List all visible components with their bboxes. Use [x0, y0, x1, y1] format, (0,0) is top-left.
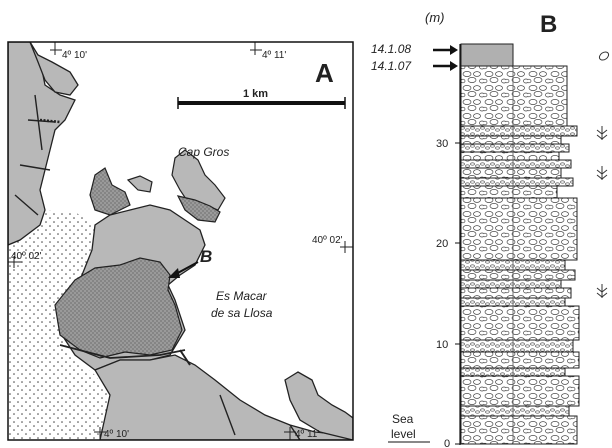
panel-b-letter: B	[540, 11, 557, 38]
land-northwest-cape	[29, 42, 79, 96]
coord-top-left: 4º 10'	[62, 50, 87, 61]
place-cap-gros: Cap Gros	[178, 145, 229, 159]
structure-symbol-3	[596, 284, 608, 298]
structure-symbol-2	[596, 166, 608, 180]
place-es-macar-1: Es Macar	[216, 289, 268, 303]
stratigraphic-column: (m) B 14.1.08 14.1.07 30 20 10 0 Sea lev…	[371, 10, 610, 448]
cap-gros-peninsula	[89, 167, 131, 216]
depth-tick-20: 20	[436, 238, 448, 250]
sea-level-label-2: level	[391, 427, 416, 441]
map-panel	[8, 42, 353, 440]
depth-tick-10: 10	[436, 339, 448, 351]
sea-level-label-1: Sea	[392, 412, 414, 426]
coord-top-right: 4º 11'	[262, 50, 286, 61]
depth-tick-0: 0	[444, 438, 450, 448]
coord-bottom-left: 4º 10'	[104, 429, 129, 440]
thick-conglomerate-bed	[460, 197, 578, 261]
sample-label-1: 14.1.08	[371, 42, 411, 56]
coord-bottom-right: 4º 11'	[295, 429, 319, 440]
stippled-outcrop	[54, 257, 183, 359]
place-es-macar-2: de sa Llosa	[211, 306, 273, 320]
unit-label: (m)	[425, 10, 445, 25]
sample-label-2: 14.1.07	[371, 59, 412, 73]
column-top-cap	[460, 43, 514, 67]
site-b-label: B	[200, 247, 212, 266]
panel-a-letter: A	[315, 58, 334, 88]
coord-right-lat: 40º 02'	[312, 235, 343, 246]
map-frame	[7, 41, 354, 441]
cap-east-point	[171, 149, 226, 211]
depth-tick-30: 30	[436, 138, 448, 150]
scale-label: 1 km	[243, 88, 268, 100]
structure-symbol-1	[596, 126, 608, 140]
oyster-symbol	[598, 51, 610, 61]
coord-left-lat: 40º 02'	[11, 251, 42, 262]
